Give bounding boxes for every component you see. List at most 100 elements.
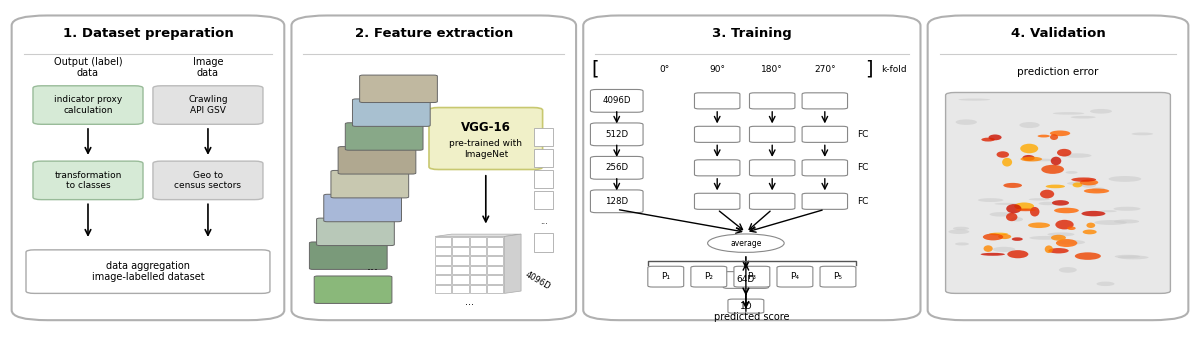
Text: Crawling
API GSV: Crawling API GSV	[188, 95, 228, 115]
Ellipse shape	[1040, 190, 1055, 198]
Text: transformation
to classes: transformation to classes	[54, 171, 121, 190]
Ellipse shape	[1038, 202, 1057, 205]
Ellipse shape	[1045, 245, 1052, 253]
Ellipse shape	[1075, 252, 1100, 260]
FancyBboxPatch shape	[324, 194, 402, 222]
FancyBboxPatch shape	[26, 250, 270, 293]
Ellipse shape	[1020, 157, 1042, 161]
FancyBboxPatch shape	[928, 16, 1188, 320]
FancyBboxPatch shape	[346, 123, 424, 150]
Text: P₂: P₂	[704, 272, 713, 281]
Text: Geo to
census sectors: Geo to census sectors	[174, 171, 241, 190]
FancyBboxPatch shape	[292, 16, 576, 320]
FancyBboxPatch shape	[583, 16, 920, 320]
Ellipse shape	[989, 135, 1002, 140]
Ellipse shape	[1057, 240, 1085, 245]
Ellipse shape	[1086, 223, 1096, 228]
FancyBboxPatch shape	[695, 93, 740, 109]
Text: 4096D: 4096D	[602, 96, 631, 105]
Bar	[452, 265, 469, 274]
Ellipse shape	[1007, 250, 1028, 258]
Text: 512D: 512D	[605, 130, 629, 139]
Text: 4096D: 4096D	[523, 270, 552, 292]
Bar	[469, 265, 486, 274]
Text: Image
data: Image data	[193, 57, 223, 78]
Ellipse shape	[1056, 239, 1078, 247]
Bar	[487, 237, 503, 246]
Ellipse shape	[948, 230, 970, 234]
Ellipse shape	[1062, 153, 1092, 158]
Polygon shape	[504, 234, 521, 293]
Ellipse shape	[996, 151, 1009, 158]
Ellipse shape	[1100, 210, 1117, 212]
Bar	[452, 237, 469, 246]
Ellipse shape	[1109, 176, 1141, 182]
Text: 180°: 180°	[761, 64, 784, 74]
Ellipse shape	[980, 253, 1004, 256]
Ellipse shape	[1067, 181, 1096, 185]
Ellipse shape	[1049, 248, 1069, 254]
Text: data aggregation
image-labelled dataset: data aggregation image-labelled dataset	[91, 261, 204, 282]
Ellipse shape	[1025, 159, 1056, 161]
Text: VGG-16: VGG-16	[461, 121, 511, 135]
Bar	[469, 237, 486, 246]
Bar	[452, 284, 469, 293]
FancyBboxPatch shape	[750, 193, 794, 210]
Bar	[534, 128, 553, 146]
FancyBboxPatch shape	[590, 156, 643, 179]
Ellipse shape	[984, 245, 992, 252]
Ellipse shape	[1022, 155, 1034, 161]
Ellipse shape	[995, 203, 1019, 205]
Ellipse shape	[1050, 134, 1058, 140]
Ellipse shape	[1081, 182, 1097, 188]
Bar	[434, 275, 451, 284]
Text: 64D: 64D	[737, 276, 755, 284]
Ellipse shape	[1084, 188, 1109, 194]
Bar	[434, 284, 451, 293]
Ellipse shape	[1051, 235, 1066, 241]
Ellipse shape	[708, 234, 784, 252]
FancyBboxPatch shape	[590, 89, 643, 112]
FancyBboxPatch shape	[353, 99, 430, 126]
Text: 270°: 270°	[814, 64, 835, 74]
Ellipse shape	[1048, 233, 1074, 236]
FancyBboxPatch shape	[750, 93, 794, 109]
Text: 90°: 90°	[709, 64, 725, 74]
FancyBboxPatch shape	[695, 126, 740, 142]
Text: [: [	[592, 60, 599, 79]
Text: 4. Validation: 4. Validation	[1010, 27, 1105, 40]
Text: 1D: 1D	[739, 302, 752, 311]
Ellipse shape	[1014, 202, 1034, 210]
Ellipse shape	[1057, 149, 1072, 157]
Text: predicted score: predicted score	[714, 313, 790, 322]
FancyBboxPatch shape	[802, 126, 847, 142]
Ellipse shape	[1003, 183, 1022, 188]
Bar	[487, 284, 503, 293]
Text: P₃: P₃	[748, 272, 756, 281]
Text: k-fold: k-fold	[881, 64, 907, 74]
Ellipse shape	[1028, 222, 1050, 228]
Ellipse shape	[1114, 219, 1139, 223]
Bar	[452, 256, 469, 265]
FancyBboxPatch shape	[360, 75, 437, 102]
FancyBboxPatch shape	[728, 299, 764, 313]
FancyBboxPatch shape	[338, 146, 416, 174]
Ellipse shape	[1073, 182, 1082, 187]
Ellipse shape	[1030, 236, 1062, 240]
FancyBboxPatch shape	[776, 266, 812, 287]
Bar	[487, 275, 503, 284]
FancyBboxPatch shape	[750, 126, 794, 142]
Text: ...: ...	[466, 297, 474, 307]
Ellipse shape	[1080, 179, 1098, 185]
FancyBboxPatch shape	[695, 160, 740, 176]
Text: FC: FC	[857, 197, 869, 206]
Ellipse shape	[1052, 112, 1085, 115]
FancyBboxPatch shape	[152, 86, 263, 124]
Text: 2. Feature extraction: 2. Feature extraction	[355, 27, 512, 40]
Ellipse shape	[1006, 213, 1018, 221]
FancyBboxPatch shape	[12, 16, 284, 320]
Ellipse shape	[1070, 116, 1096, 119]
Bar	[452, 247, 469, 256]
Text: ]: ]	[865, 60, 872, 79]
FancyBboxPatch shape	[428, 107, 542, 170]
